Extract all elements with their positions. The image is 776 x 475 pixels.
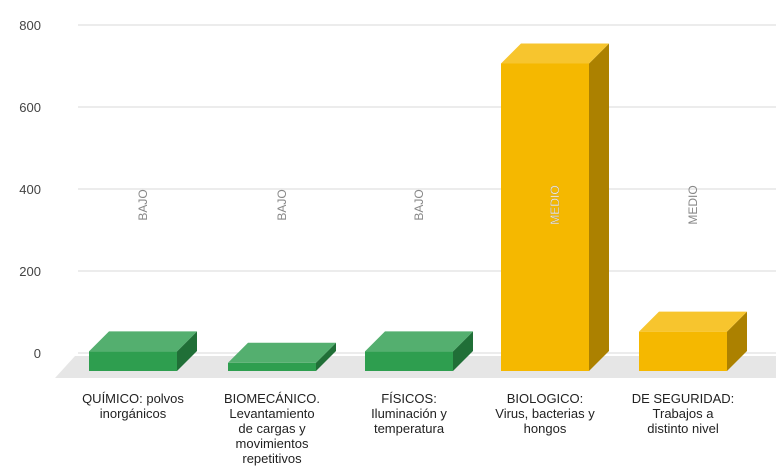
bar-side-face	[727, 311, 747, 371]
bar-level-label: MEDIO	[548, 185, 562, 224]
bar	[639, 311, 747, 371]
bar-level-labels: BAJO BAJO BAJO MEDIO MEDIO	[136, 185, 700, 225]
gridlines	[78, 24, 776, 354]
x-category-label: BIOMECÁNICO. Levantamiento de cargas y movi…	[224, 391, 320, 466]
bar-side-face	[453, 331, 473, 371]
x-axis-category-labels: QUÍMICO: polvos inorgánicos BIOMECÁNICO. Le…	[82, 391, 734, 466]
bar-level-label: BAJO	[412, 189, 426, 220]
bar	[501, 43, 609, 371]
x-category-label: QUÍMICO: polvos inorgánicos	[82, 391, 184, 421]
bar-side-face	[316, 342, 336, 371]
y-tick-label: 0	[34, 346, 41, 361]
y-tick-label: 400	[19, 182, 41, 197]
bar-side-face	[589, 43, 609, 371]
bar	[228, 342, 336, 371]
x-category-label: BIOLOGICO: Virus, bacterias y hongos	[495, 391, 595, 436]
y-axis-ticks: 0 200 400 600 800	[19, 18, 41, 361]
x-category-label: DE SEGURIDAD: Trabajos a distinto nivel	[632, 391, 735, 436]
y-tick-label: 800	[19, 18, 41, 33]
bar-level-label: BAJO	[275, 189, 289, 220]
x-category-label: FÍSICOS: Iluminación y temperatura	[371, 391, 447, 436]
bar-side-face	[177, 331, 197, 371]
bar-level-label: MEDIO	[686, 185, 700, 224]
bar-level-label: BAJO	[136, 189, 150, 220]
bar-front-face	[501, 63, 589, 371]
bar-top-face	[89, 331, 197, 352]
bar-front-face	[639, 331, 727, 371]
bar	[365, 331, 473, 371]
bar-top-face	[228, 342, 336, 363]
bar-front-face	[89, 351, 177, 371]
bar	[89, 331, 197, 371]
y-tick-label: 600	[19, 100, 41, 115]
bar-top-face	[501, 43, 609, 64]
bar-top-face	[365, 331, 473, 352]
bar-top-face	[639, 311, 747, 332]
y-tick-label: 200	[19, 264, 41, 279]
bar-front-face	[228, 362, 316, 371]
bars	[89, 43, 747, 371]
bar-front-face	[365, 351, 453, 371]
